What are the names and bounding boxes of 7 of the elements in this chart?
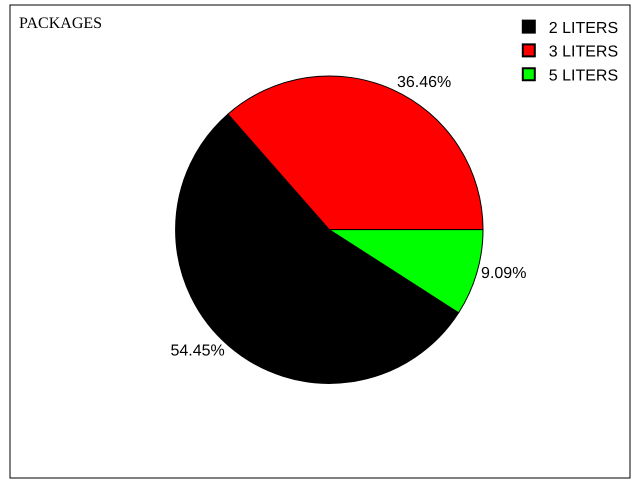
- legend-label: 3 LITERS: [548, 44, 618, 61]
- legend-label: 2 LITERS: [548, 20, 618, 37]
- data-label: 36.46%: [396, 74, 452, 92]
- data-label: 9.09%: [481, 265, 526, 282]
- chart-title: PACKAGES: [19, 15, 102, 32]
- data-label: 54.45%: [170, 342, 225, 360]
- legend-label: 5 LITERS: [548, 67, 618, 84]
